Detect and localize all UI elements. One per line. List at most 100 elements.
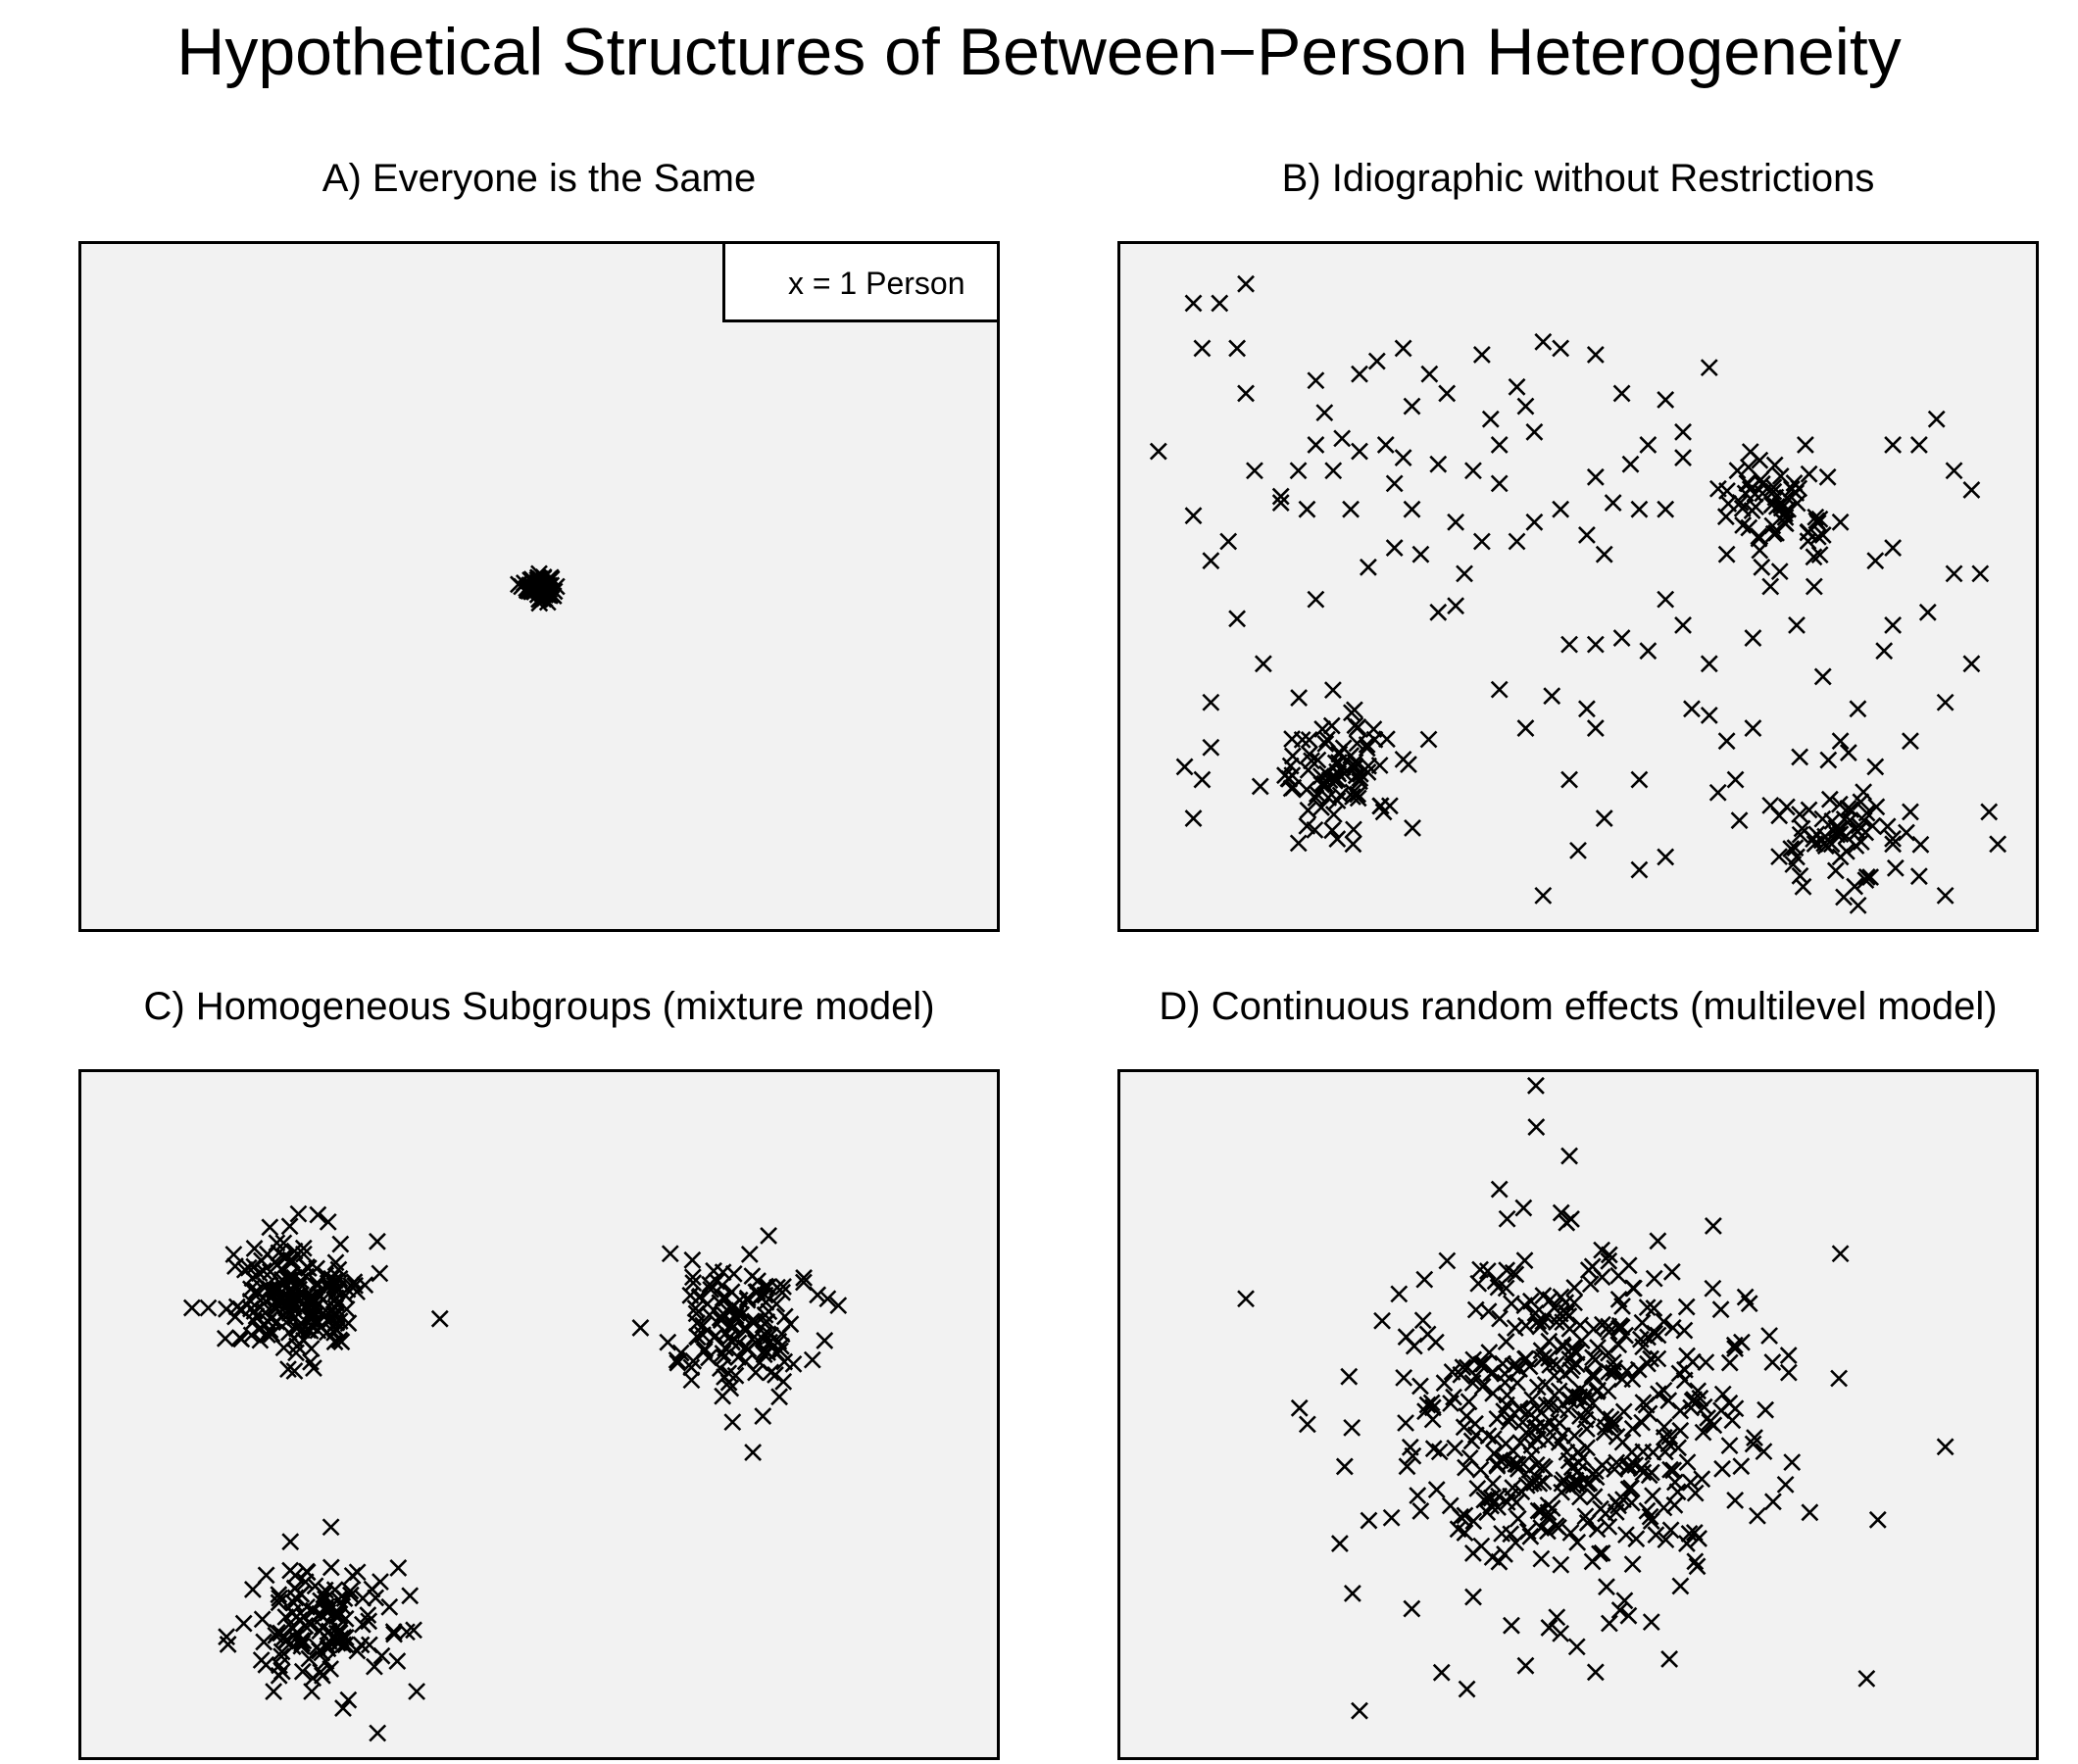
data-point: [1639, 1354, 1657, 1373]
data-point: [1315, 774, 1334, 793]
data-point: [1681, 1473, 1700, 1492]
data-point: [1385, 539, 1404, 557]
data-point: [338, 1280, 357, 1298]
data-point: [1595, 545, 1613, 564]
data-point: [1861, 868, 1880, 887]
data-point: [1460, 1448, 1479, 1467]
data-point: [1560, 1147, 1579, 1165]
data-point: [724, 1264, 743, 1283]
data-point: [297, 1267, 316, 1286]
data-point: [1456, 1506, 1474, 1525]
data-point: [1472, 1537, 1491, 1555]
data-point: [759, 1278, 777, 1297]
data-point: [773, 1283, 792, 1301]
data-point: [1517, 1424, 1536, 1442]
data-point: [312, 1663, 330, 1682]
data-point: [1528, 1378, 1547, 1396]
data-point: [1539, 1522, 1557, 1541]
data-point: [1193, 339, 1212, 358]
data-point: [1694, 1423, 1712, 1442]
data-point: [1884, 835, 1903, 854]
data-point: [1765, 456, 1784, 474]
data-point: [1472, 346, 1491, 364]
data-point: [1516, 397, 1535, 416]
data-point: [380, 1597, 399, 1616]
data-point: [1522, 1436, 1541, 1454]
legend-text: x = 1 Person: [788, 266, 965, 301]
data-point: [818, 1290, 837, 1308]
data-point: [1837, 827, 1855, 846]
data-point: [1685, 1391, 1704, 1409]
data-point: [1525, 513, 1544, 531]
data-point: [430, 1309, 449, 1328]
data-point: [292, 1632, 311, 1649]
data-point: [1488, 1409, 1507, 1428]
data-point: [1394, 339, 1412, 358]
data-point: [1149, 442, 1167, 461]
data-point: [1776, 1475, 1795, 1494]
data-point: [309, 1276, 326, 1295]
data-point: [1600, 1517, 1618, 1536]
data-point: [1521, 1527, 1540, 1545]
legend-box: [722, 241, 1000, 322]
data-point: [1331, 786, 1350, 805]
data-point: [1700, 655, 1718, 673]
data-point: [1345, 701, 1363, 719]
data-point: [1343, 1585, 1361, 1602]
data-point: [1608, 1427, 1626, 1446]
data-point: [1623, 1279, 1642, 1298]
data-point: [1627, 1530, 1646, 1548]
data-point: [1283, 730, 1301, 748]
data-point: [1623, 1419, 1642, 1438]
data-point: [1447, 597, 1465, 615]
data-point: [1271, 494, 1290, 513]
data-point: [1695, 1397, 1713, 1416]
data-point: [293, 1662, 312, 1681]
data-point: [1351, 769, 1369, 788]
data-point: [1839, 799, 1857, 817]
data-point: [829, 1297, 848, 1315]
data-point: [1911, 835, 1930, 854]
data-point: [1307, 590, 1325, 609]
data-point: [1542, 1396, 1560, 1414]
data-point: [1600, 1317, 1618, 1336]
data-point: [719, 1364, 738, 1383]
data-point: [756, 1325, 773, 1344]
data-point: [1326, 769, 1345, 788]
data-point: [1794, 877, 1812, 896]
data-point: [1534, 886, 1553, 905]
data-point: [1498, 1493, 1516, 1511]
data-point: [239, 1258, 258, 1277]
data-point: [274, 1234, 293, 1252]
data-point: [330, 1624, 349, 1642]
data-point: [322, 1518, 340, 1537]
data-point: [729, 1334, 748, 1352]
data-point: [1884, 539, 1903, 557]
data-point: [700, 1348, 717, 1367]
data-point: [1445, 1388, 1462, 1406]
data-point: [1576, 1507, 1595, 1526]
data-point: [1290, 689, 1309, 708]
data-point: [341, 1582, 360, 1600]
data-point: [1739, 474, 1757, 493]
data-point: [1420, 365, 1439, 383]
data-point: [279, 1360, 297, 1379]
data-point: [1517, 1476, 1536, 1494]
data-point: [659, 1333, 677, 1351]
data-point: [1837, 842, 1855, 860]
data-point: [1462, 1432, 1481, 1450]
data-point: [1693, 1470, 1711, 1489]
data-point: [1458, 1680, 1476, 1698]
data-point: [723, 1413, 742, 1432]
data-point: [1348, 734, 1366, 753]
data-point: [668, 1353, 687, 1372]
data-point: [1464, 1588, 1482, 1606]
data-point: [257, 1566, 275, 1585]
data-point: [1501, 1453, 1519, 1472]
data-point: [365, 1657, 383, 1676]
data-point: [1732, 1457, 1751, 1476]
data-point: [1831, 825, 1850, 844]
data-point: [408, 1683, 426, 1700]
data-point: [1443, 1363, 1461, 1381]
data-point: [1649, 1349, 1667, 1368]
